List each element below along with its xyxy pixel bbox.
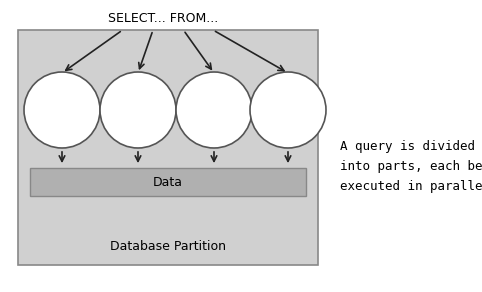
Text: SELECT... FROM...: SELECT... FROM... — [108, 12, 218, 25]
Ellipse shape — [176, 72, 252, 148]
Text: Data: Data — [153, 175, 183, 189]
Ellipse shape — [250, 72, 326, 148]
Ellipse shape — [24, 72, 100, 148]
Ellipse shape — [100, 72, 176, 148]
Bar — [18, 30, 318, 265]
Bar — [30, 168, 306, 196]
Text: A query is divided
into parts, each being
executed in parallel.: A query is divided into parts, each bein… — [340, 140, 482, 193]
Text: Database Partition: Database Partition — [110, 241, 226, 253]
